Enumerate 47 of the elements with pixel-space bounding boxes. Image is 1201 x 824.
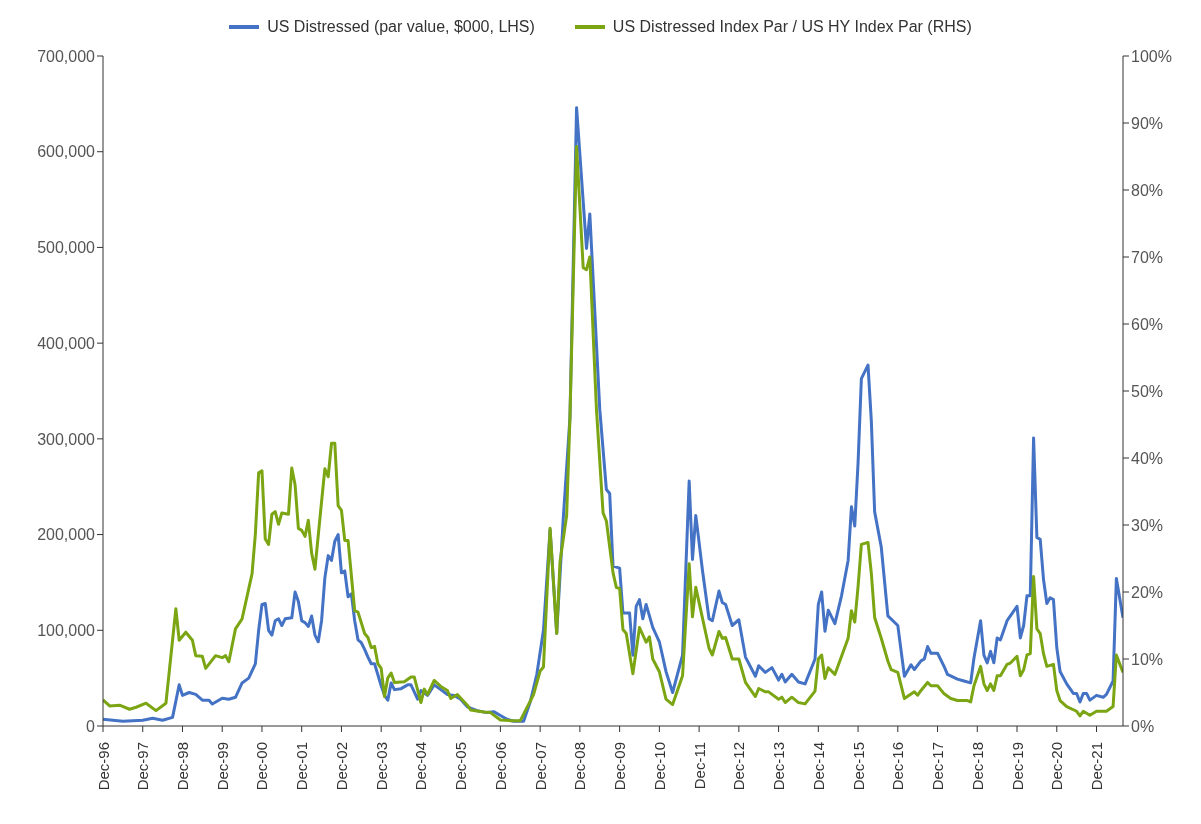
x-tick-label: Dec-12 bbox=[730, 742, 748, 791]
y2-tick-label: 90% bbox=[1131, 114, 1164, 132]
x-tick-label: Dec-03 bbox=[372, 742, 390, 791]
y-tick-label: 400,000 bbox=[37, 334, 96, 352]
y2-tick-label: 20% bbox=[1131, 583, 1164, 601]
x-tick-label: Dec-16 bbox=[889, 742, 907, 791]
x-tick-label: Dec-01 bbox=[293, 742, 311, 791]
x-tick-label: Dec-06 bbox=[491, 742, 509, 791]
x-tick-label: Dec-05 bbox=[452, 742, 470, 791]
y2-tick-label: 60% bbox=[1131, 315, 1164, 333]
y2-tick-label: 40% bbox=[1131, 449, 1164, 467]
y2-tick-label: 100% bbox=[1131, 47, 1172, 65]
x-tick-label: Dec-18 bbox=[968, 742, 986, 791]
y-tick-label: 600,000 bbox=[37, 143, 96, 161]
y-tick-label: 500,000 bbox=[37, 239, 96, 257]
x-tick-label: Dec-10 bbox=[650, 742, 668, 791]
y-tick-label: 100,000 bbox=[37, 621, 96, 639]
x-tick-label: Dec-99 bbox=[213, 742, 231, 791]
y2-tick-label: 0% bbox=[1131, 717, 1155, 735]
x-tick-label: Dec-02 bbox=[332, 742, 350, 791]
x-tick-label: Dec-96 bbox=[94, 742, 112, 791]
x-tick-label: Dec-17 bbox=[929, 742, 947, 791]
y-tick-label: 300,000 bbox=[37, 430, 96, 448]
x-tick-label: Dec-11 bbox=[690, 742, 708, 790]
y2-tick-label: 10% bbox=[1131, 650, 1164, 668]
x-tick-label: Dec-19 bbox=[1008, 742, 1026, 791]
y-tick-label: 700,000 bbox=[37, 47, 96, 65]
x-tick-label: Dec-97 bbox=[134, 742, 152, 791]
x-tick-label: Dec-14 bbox=[809, 742, 827, 791]
legend-label: US Distressed Index Par / US HY Index Par (RHS) bbox=[612, 18, 972, 36]
y2-tick-label: 80% bbox=[1131, 181, 1164, 199]
x-tick-label: Dec-00 bbox=[253, 742, 271, 791]
x-tick-label: Dec-21 bbox=[1088, 742, 1106, 791]
y-tick-label: 0 bbox=[86, 717, 96, 735]
x-tick-label: Dec-07 bbox=[531, 742, 549, 791]
x-tick-label: Dec-04 bbox=[412, 742, 430, 791]
y2-tick-label: 50% bbox=[1131, 382, 1164, 400]
x-tick-label: Dec-15 bbox=[849, 742, 867, 791]
x-tick-label: Dec-13 bbox=[770, 742, 788, 791]
y2-tick-label: 70% bbox=[1131, 248, 1164, 266]
y-tick-label: 200,000 bbox=[37, 526, 96, 544]
x-tick-label: Dec-20 bbox=[1048, 742, 1066, 791]
x-tick-label: Dec-98 bbox=[173, 742, 191, 791]
x-tick-label: Dec-09 bbox=[611, 742, 629, 791]
legend-label: US Distressed (par value, $000, LHS) bbox=[267, 18, 535, 36]
y2-tick-label: 30% bbox=[1131, 516, 1164, 534]
x-tick-label: Dec-08 bbox=[571, 742, 589, 791]
